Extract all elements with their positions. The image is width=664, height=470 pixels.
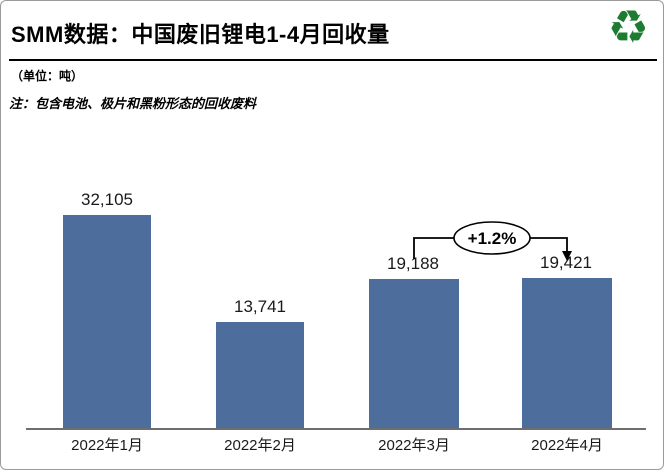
x-axis-line xyxy=(26,428,646,430)
bar-2022-04 xyxy=(522,278,612,428)
x-tick-label: 2022年2月 xyxy=(224,437,296,454)
recycle-icon: ♻ xyxy=(607,1,649,53)
bar-value-label: 13,741 xyxy=(234,297,286,316)
bar-2022-01 xyxy=(63,215,151,428)
title-divider xyxy=(9,59,657,61)
bar-value-label: 19,188 xyxy=(387,254,439,273)
page-title: SMM数据：中国废旧锂电1-4月回收量 xyxy=(11,22,390,47)
annotation-ellipse xyxy=(453,221,531,255)
x-tick-label: 2022年3月 xyxy=(378,437,450,454)
footnote: 注：包含电池、极片和黑粉形态的回收废料 xyxy=(9,96,257,111)
bar-2022-02 xyxy=(216,322,304,428)
annotation-text: +1.2% xyxy=(468,229,517,248)
bar-2022-03 xyxy=(369,279,459,428)
x-tick-label: 2022年4月 xyxy=(531,437,603,454)
bar-value-label: 19,421 xyxy=(540,253,592,272)
unit-label: （单位：吨） xyxy=(11,69,84,83)
bar-value-label: 32,105 xyxy=(81,190,133,209)
x-tick-label: 2022年1月 xyxy=(71,437,143,454)
